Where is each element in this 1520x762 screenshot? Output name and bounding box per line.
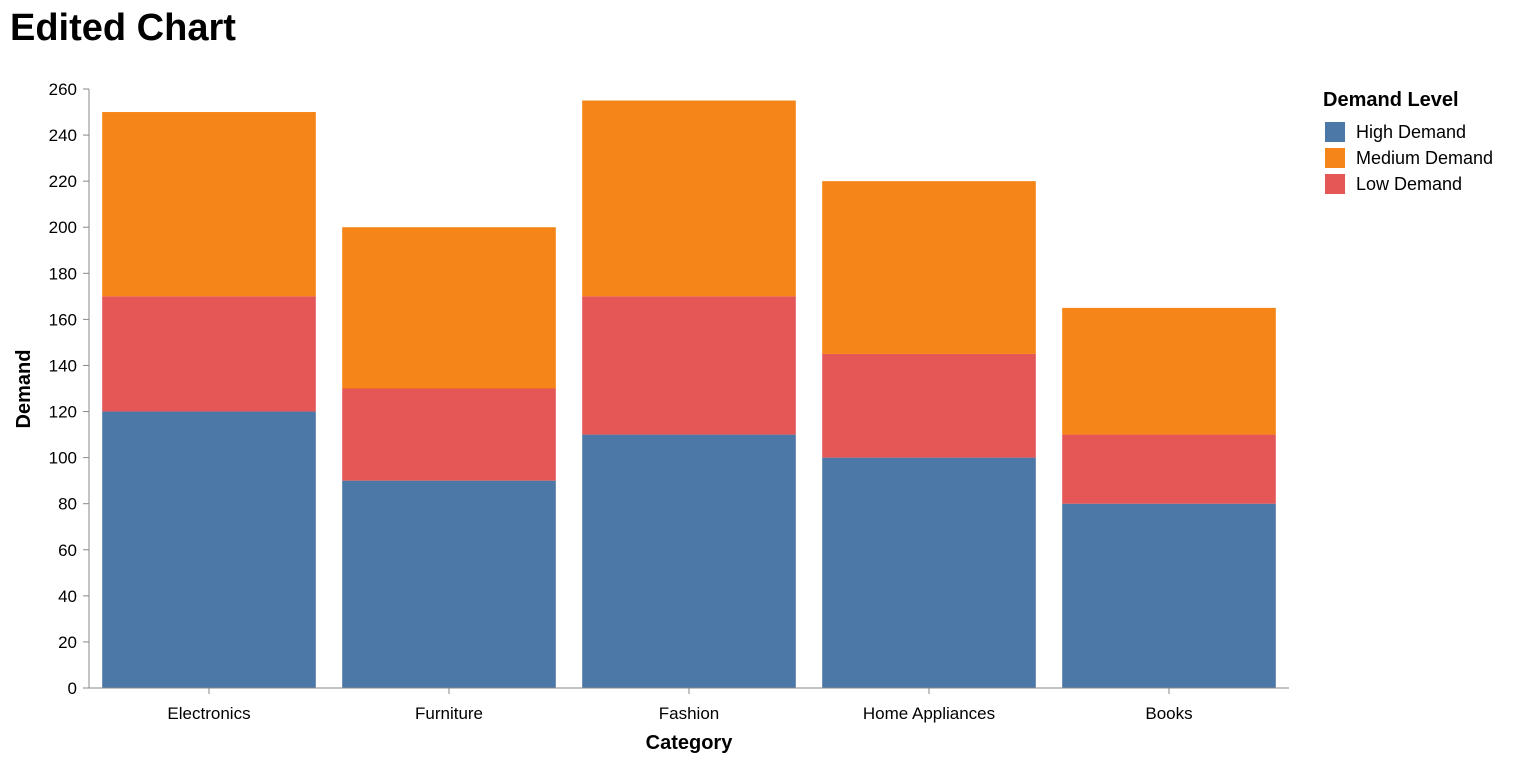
bar-furniture-low-demand	[342, 388, 556, 481]
y-tick-label-200: 200	[49, 218, 77, 237]
y-tick-label-40: 40	[58, 587, 77, 606]
bar-home-appliances-low-demand	[822, 353, 1036, 458]
y-tick-label-80: 80	[58, 495, 77, 514]
bar-fashion-high-demand	[582, 434, 796, 688]
bar-home-appliances-high-demand	[822, 457, 1036, 688]
bar-furniture-medium-demand	[342, 227, 556, 389]
legend-label-low-demand: Low Demand	[1356, 174, 1462, 194]
legend-swatch-low-demand	[1325, 174, 1345, 194]
chart-title: Edited Chart	[10, 7, 236, 49]
bar-electronics-low-demand	[102, 296, 316, 412]
bar-books-low-demand	[1062, 434, 1276, 504]
x-axis: Electronics Furniture Fashion Home Applianc…	[89, 687, 1289, 723]
bar-furniture-high-demand	[342, 480, 556, 688]
bar-books-high-demand	[1062, 503, 1276, 688]
x-tick-label-home-appliances: Home Appliances	[863, 704, 995, 723]
legend-label-medium-demand: Medium Demand	[1356, 148, 1493, 168]
legend: Demand Level High Demand Medium Demand Low…	[1323, 89, 1493, 194]
bar-home-appliances-medium-demand	[822, 181, 1036, 354]
y-tick-label-140: 140	[49, 356, 77, 375]
bar-electronics-medium-demand	[102, 112, 316, 297]
y-tick-label-240: 240	[49, 126, 77, 145]
y-tick-label-260: 260	[49, 80, 77, 99]
legend-swatch-high-demand	[1325, 122, 1345, 142]
y-axis-title: Demand	[13, 350, 35, 429]
bar-fashion-low-demand	[582, 296, 796, 435]
y-tick-label-220: 220	[49, 172, 77, 191]
y-axis: 0 20 40 60 80 100 120 140 160 180 200 220 240 260	[49, 80, 90, 698]
y-tick-label-120: 120	[49, 403, 77, 422]
x-axis-title: Category	[646, 732, 734, 754]
bars-layer	[102, 100, 1276, 688]
bar-fashion-medium-demand	[582, 100, 796, 297]
legend-swatch-medium-demand	[1325, 148, 1345, 168]
y-tick-label-160: 160	[49, 310, 77, 329]
bar-books-medium-demand	[1062, 307, 1276, 435]
x-tick-label-furniture: Furniture	[415, 704, 483, 723]
x-tick-label-books: Books	[1145, 704, 1192, 723]
y-tick-label-180: 180	[49, 264, 77, 283]
y-tick-label-60: 60	[58, 541, 77, 560]
x-tick-label-electronics: Electronics	[167, 704, 250, 723]
legend-label-high-demand: High Demand	[1356, 122, 1466, 142]
y-tick-label-20: 20	[58, 633, 77, 652]
bar-electronics-high-demand	[102, 411, 316, 688]
y-tick-label-100: 100	[49, 449, 77, 468]
y-tick-label-0: 0	[68, 679, 77, 698]
legend-title: Demand Level	[1323, 89, 1459, 111]
x-tick-label-fashion: Fashion	[659, 704, 719, 723]
